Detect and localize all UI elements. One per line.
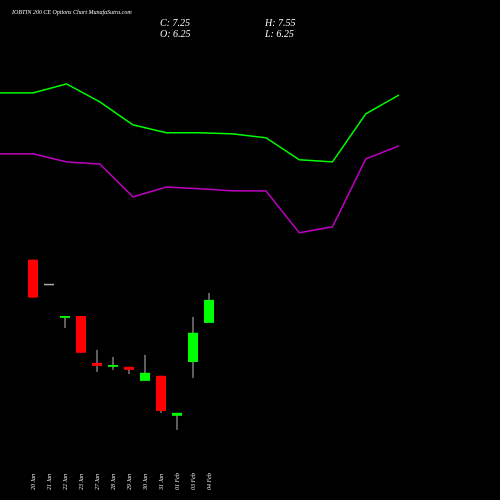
chart-title: IOBTIN 200 CE Options Chart MunafaSutra.… [11,9,132,16]
candle-body [204,299,214,323]
high-label: H: 7.55 [264,18,296,29]
candle-body [76,316,86,353]
candle-body [172,412,182,416]
x-tick-label: 28 Jan [111,474,117,490]
x-tick-label: 01 Feb [175,473,181,490]
x-tick-label: 03 Feb [191,473,197,490]
candle-body [124,366,134,370]
x-tick-label: 29 Jan [127,474,133,490]
x-tick-label: 27 Jan [95,474,101,490]
candle-body [44,283,54,286]
x-tick-label: 22 Jan [63,474,69,490]
candle-body [92,362,102,366]
x-tick-label: 31 Jan [159,474,165,491]
x-tick-label: 21 Jan [47,474,53,490]
x-tick-label: 30 Jan [143,474,149,491]
candle-body [108,364,118,367]
low-label: L: 6.25 [264,29,294,40]
x-tick-label: 04 Feb [206,473,213,490]
candle-body [28,259,38,298]
close-label: C: 7.25 [160,18,190,29]
candle-body [188,332,198,363]
candle-body [140,372,150,381]
candle-body [156,375,166,411]
candle-body [60,316,70,318]
band-line [0,145,400,234]
x-tick-label: 23 Jan [79,474,85,490]
band-line [0,83,400,163]
open-label: O: 6.25 [160,29,191,40]
x-tick-label: 20 Jan [31,474,37,490]
